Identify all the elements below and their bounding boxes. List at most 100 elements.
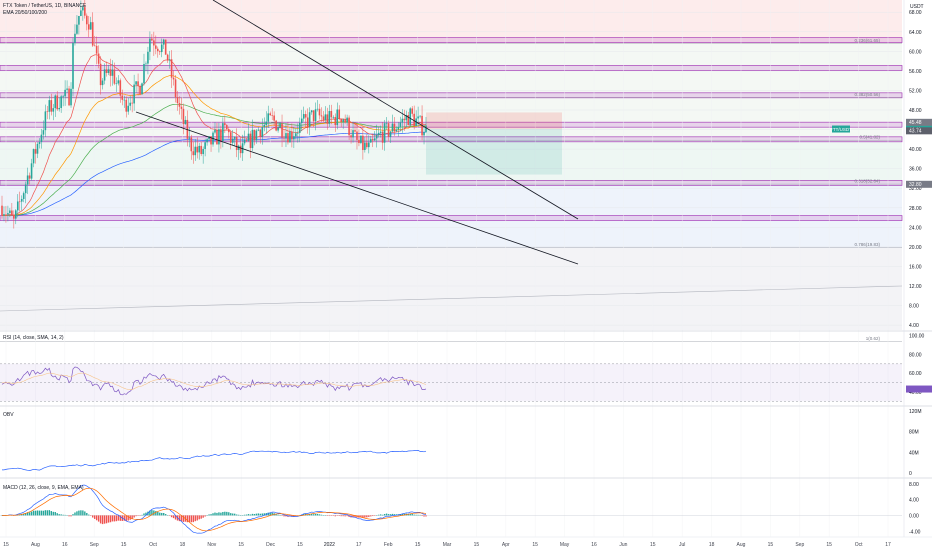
- candle: [153, 31, 155, 56]
- candle-body: [95, 45, 98, 54]
- candle-body: [1, 205, 3, 216]
- macd-histogram-bar: [143, 513, 145, 516]
- candle-body: [155, 45, 157, 49]
- candle-body: [3, 214, 5, 216]
- candle: [13, 210, 15, 229]
- obv-tick-label: 80M: [909, 430, 919, 436]
- candle-body: [22, 193, 25, 199]
- candle: [308, 107, 311, 136]
- symbol-header: FTX Token / TetherUS, 1D, BINANCE: [3, 3, 87, 9]
- candle-body: [174, 79, 177, 98]
- candle-body: [366, 142, 368, 148]
- y-tick-label: 52.00: [909, 88, 922, 94]
- macd-histogram-bar: [113, 515, 116, 522]
- candle: [293, 126, 295, 149]
- candle: [202, 146, 204, 164]
- candle: [56, 91, 59, 111]
- candle: [1, 195, 3, 219]
- macd-histogram-bar: [245, 514, 248, 516]
- candle: [364, 136, 366, 153]
- y-tick-label: 8.00: [909, 304, 919, 310]
- candle-body: [326, 114, 329, 124]
- candle-body: [15, 210, 17, 219]
- candle-body: [202, 148, 204, 155]
- candle: [302, 106, 305, 122]
- candle: [15, 209, 17, 225]
- candle: [405, 110, 408, 128]
- macd-histogram-bar: [84, 511, 86, 516]
- candle: [89, 16, 92, 30]
- macd-histogram-bar: [344, 515, 346, 517]
- macd-histogram-bar: [82, 510, 84, 516]
- candle-body: [300, 118, 303, 123]
- candle-body: [216, 129, 218, 145]
- macd-histogram-bar: [180, 515, 183, 522]
- candle: [368, 135, 370, 154]
- sr-band: [0, 215, 903, 221]
- fib-label: 0.382(50.56): [854, 92, 880, 97]
- candle: [362, 126, 364, 160]
- candle-body: [147, 51, 149, 64]
- candle: [229, 129, 232, 150]
- candle: [36, 142, 39, 159]
- x-tick-label: Oct: [855, 542, 863, 548]
- currency-label: USDT: [910, 4, 924, 10]
- candle-body: [9, 210, 11, 214]
- candle-body: [78, 15, 80, 25]
- candle: [235, 128, 238, 158]
- obv-legend[interactable]: OBV: [3, 412, 14, 418]
- macd-histogram-bar: [334, 515, 336, 517]
- macd-histogram-bar: [340, 515, 342, 517]
- candle-body: [308, 112, 311, 127]
- macd-histogram-bar: [425, 515, 427, 517]
- candle: [3, 206, 5, 222]
- candle-body: [16, 201, 19, 211]
- candle: [297, 123, 299, 143]
- macd-histogram-bar: [131, 515, 133, 520]
- candle-body: [423, 132, 425, 136]
- candle: [101, 78, 104, 90]
- candle: [318, 103, 321, 120]
- macd-histogram-bar: [415, 514, 417, 516]
- candle: [291, 123, 293, 148]
- candle: [168, 50, 171, 69]
- ema-legend[interactable]: EMA 20/50/100/200: [3, 10, 47, 16]
- candle-body: [393, 123, 396, 132]
- candle: [117, 75, 120, 86]
- candle: [178, 96, 181, 115]
- candle-body: [206, 139, 208, 143]
- candle: [40, 128, 43, 149]
- macd-histogram-bar: [275, 514, 277, 516]
- price-label: 32.80: [909, 182, 922, 188]
- candle: [5, 206, 7, 223]
- macd-histogram-bar: [68, 515, 70, 517]
- y-tick-label: 36.00: [909, 167, 922, 173]
- macd-histogram-bar: [56, 513, 58, 516]
- price-label-box: [906, 127, 932, 135]
- candle-body: [121, 95, 124, 100]
- candle: [76, 15, 78, 36]
- rsi-legend[interactable]: RSI (14, close, SMA, 14, 2): [3, 335, 64, 341]
- candle: [312, 110, 315, 128]
- candle: [413, 105, 415, 130]
- macd-histogram-bar: [263, 513, 265, 516]
- candle: [149, 31, 151, 61]
- candle-body: [389, 131, 392, 137]
- candle-body: [342, 119, 344, 122]
- ema-50-line: [1, 75, 427, 216]
- candle: [340, 118, 342, 128]
- y-tick-label: 4.00: [909, 323, 919, 329]
- candle-body: [26, 175, 29, 185]
- zone-top: [0, 0, 902, 44]
- candle: [360, 135, 362, 145]
- candle: [322, 111, 325, 123]
- candle-body: [310, 110, 313, 113]
- candle-body: [229, 132, 232, 143]
- candle: [271, 108, 273, 121]
- macd-legend[interactable]: MACD (12, 26, close, 9, EMA, EMA): [3, 485, 84, 491]
- candle-body: [379, 131, 382, 133]
- candle: [50, 93, 53, 116]
- candle: [387, 120, 390, 142]
- y-tick-label: 16.00: [909, 264, 922, 270]
